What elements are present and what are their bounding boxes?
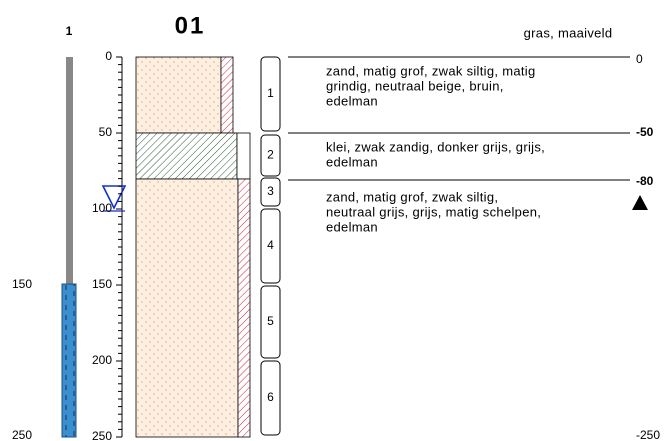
layer-description: edelman [326, 219, 378, 234]
sand-layer [135, 178, 239, 438]
well-id: 1 [66, 24, 73, 38]
depth-label: 150 [92, 277, 112, 291]
sample-box [260, 134, 281, 177]
level-label: -50 [636, 125, 654, 139]
sample-box [260, 177, 281, 207]
layer-description: klei, zwak zandig, donker grijs, grijs, [326, 139, 545, 154]
borehole-id: 01 [175, 12, 206, 39]
layer-strip [220, 56, 234, 134]
sample-label: 2 [267, 148, 274, 162]
layer-description: zand, matig grof, zwak siltig, [326, 189, 498, 204]
layer-description: edelman [326, 93, 378, 108]
depth-label: 50 [99, 125, 113, 139]
layer-description: zand, matig grof, zwak siltig, matig [326, 63, 536, 78]
well-filter [61, 283, 77, 438]
sample-label: 3 [267, 184, 274, 198]
level-label: 0 [636, 52, 643, 66]
layer-strip [236, 132, 251, 180]
layer-strip [237, 178, 251, 438]
sample-box [260, 56, 281, 132]
level-label: -250 [636, 428, 660, 441]
well-casing [66, 57, 73, 285]
sample-box [260, 360, 281, 436]
layer-description: grindig, neutraal beige, bruin, [326, 78, 504, 93]
level-label: -80 [636, 174, 654, 188]
clay-layer [135, 132, 238, 180]
depth-label: 0 [105, 49, 112, 63]
depth-label: 100 [92, 201, 112, 215]
sample-label: 6 [267, 390, 274, 404]
surface-label: gras, maaiveld [524, 25, 613, 40]
sample-box [260, 285, 281, 359]
level-marker [632, 195, 648, 210]
sand-layer [135, 56, 222, 134]
layer-description: edelman [326, 154, 378, 169]
sample-label: 4 [267, 238, 274, 252]
depth-label: 200 [92, 353, 112, 367]
sample-label: 1 [267, 86, 274, 100]
well-depth-label: 150 [12, 277, 32, 291]
well-depth-label: 250 [12, 428, 32, 441]
sample-box [260, 208, 281, 284]
depth-label: 250 [92, 429, 112, 441]
layer-description: neutraal grijs, grijs, matig schelpen, [326, 204, 541, 219]
water-level [101, 185, 127, 210]
sample-label: 5 [267, 314, 274, 328]
